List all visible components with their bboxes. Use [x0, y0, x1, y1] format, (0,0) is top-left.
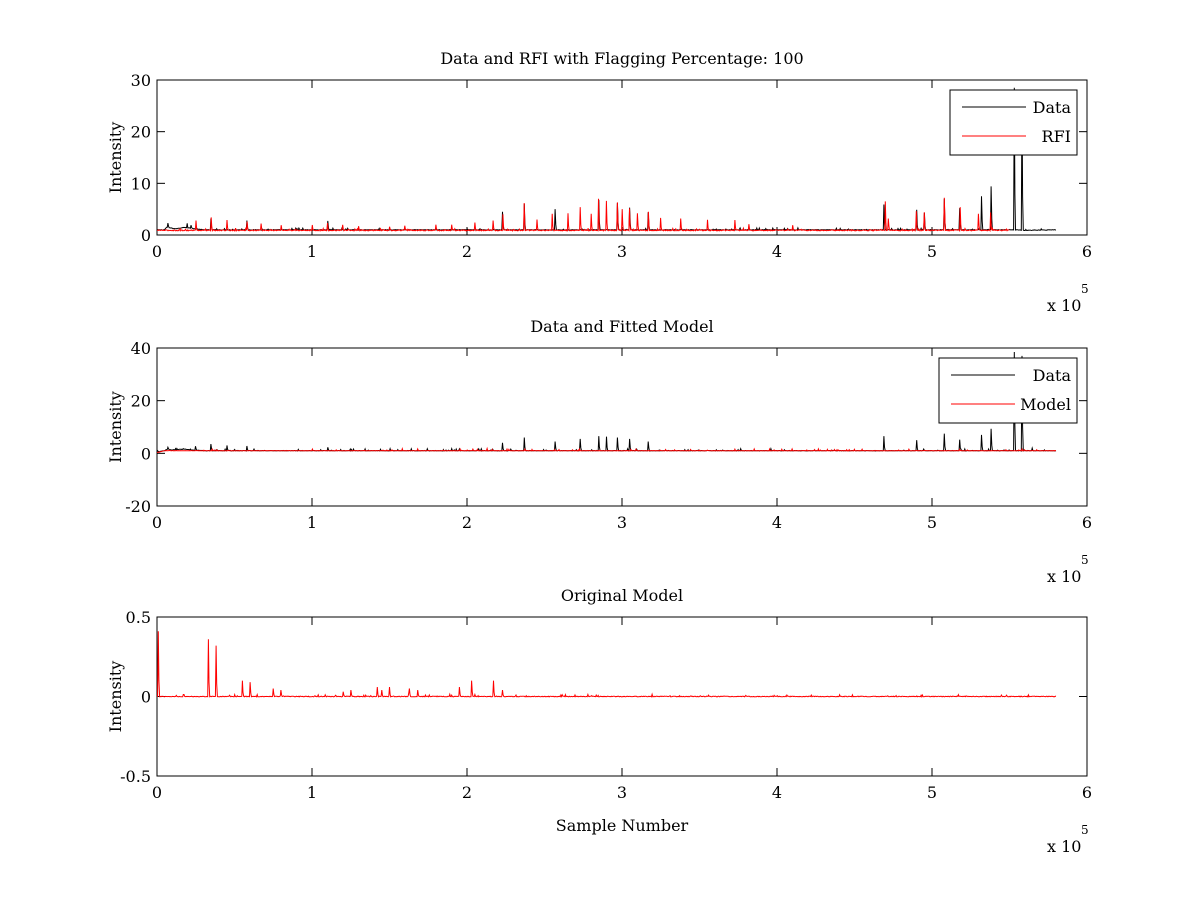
x-tick-label: 6	[1082, 242, 1092, 261]
y-tick-label: 20	[131, 392, 151, 411]
x-multiplier-base: x 10	[1047, 837, 1081, 856]
y-axis-label: Intensity	[106, 391, 125, 463]
y-tick-label: 40	[131, 339, 151, 358]
x-tick-label: 5	[927, 513, 937, 532]
x-multiplier-exponent: 5	[1081, 823, 1089, 837]
axes-box	[156, 347, 1088, 507]
x-tick-label: 1	[307, 513, 317, 532]
x-tick-label: 0	[152, 242, 162, 261]
y-axis-label: Intensity	[106, 661, 125, 733]
legend-label-data: Data	[1033, 98, 1072, 117]
legend-label-model: Model	[1020, 395, 1071, 414]
y-tick-label: 30	[131, 71, 151, 90]
x-tick-label: 0	[152, 513, 162, 532]
y-tick-label: -20	[125, 497, 151, 516]
y-tick-label: 0	[141, 226, 151, 245]
y-tick-label: 20	[131, 123, 151, 142]
series-line-model	[157, 446, 1056, 453]
series-line-rfi	[157, 197, 1010, 233]
x-multiplier-base: x 10	[1047, 567, 1081, 586]
x-tick-label: 5	[927, 242, 937, 261]
x-tick-label: 1	[307, 783, 317, 802]
legend-box	[938, 357, 1078, 424]
x-multiplier-base: x 10	[1047, 296, 1081, 315]
y-tick-label: 0	[141, 688, 151, 707]
x-tick-label: 2	[462, 513, 472, 532]
x-tick-label: 1	[307, 242, 317, 261]
x-tick-label: 3	[617, 513, 627, 532]
x-tick-label: 2	[462, 242, 472, 261]
x-tick-label: 3	[617, 242, 627, 261]
x-tick-label: 3	[617, 783, 627, 802]
x-tick-label: 2	[462, 783, 472, 802]
legend-label-rfi: RFI	[1042, 127, 1071, 146]
legend: Data Model	[938, 357, 1078, 424]
legend-box	[949, 89, 1078, 156]
legend-label-data: Data	[1033, 366, 1072, 385]
chart-title: Original Model	[561, 586, 683, 605]
x-tick-label: 4	[772, 783, 782, 802]
y-axis-label: Intensity	[106, 122, 125, 194]
x-multiplier-exponent: 5	[1081, 282, 1089, 296]
y-tick-label: 0.5	[126, 608, 151, 627]
chart-title: Data and RFI with Flagging Percentage: 1…	[440, 49, 803, 68]
x-tick-label: 4	[772, 242, 782, 261]
x-tick-label: 6	[1082, 783, 1092, 802]
y-tick-label: -0.5	[120, 767, 151, 786]
x-tick-label: 0	[152, 783, 162, 802]
x-tick-label: 5	[927, 783, 937, 802]
x-multiplier-exponent: 5	[1081, 553, 1089, 567]
legend: Data RFI	[949, 89, 1078, 156]
x-tick-label: 6	[1082, 513, 1092, 532]
chart-title: Data and Fitted Model	[530, 317, 713, 336]
x-tick-label: 4	[772, 513, 782, 532]
axes-box	[156, 79, 1088, 236]
x-axis-label: Sample Number	[556, 816, 689, 835]
y-tick-label: 10	[131, 174, 151, 193]
y-tick-label: 0	[141, 444, 151, 463]
series-line-original-model	[157, 631, 1057, 698]
